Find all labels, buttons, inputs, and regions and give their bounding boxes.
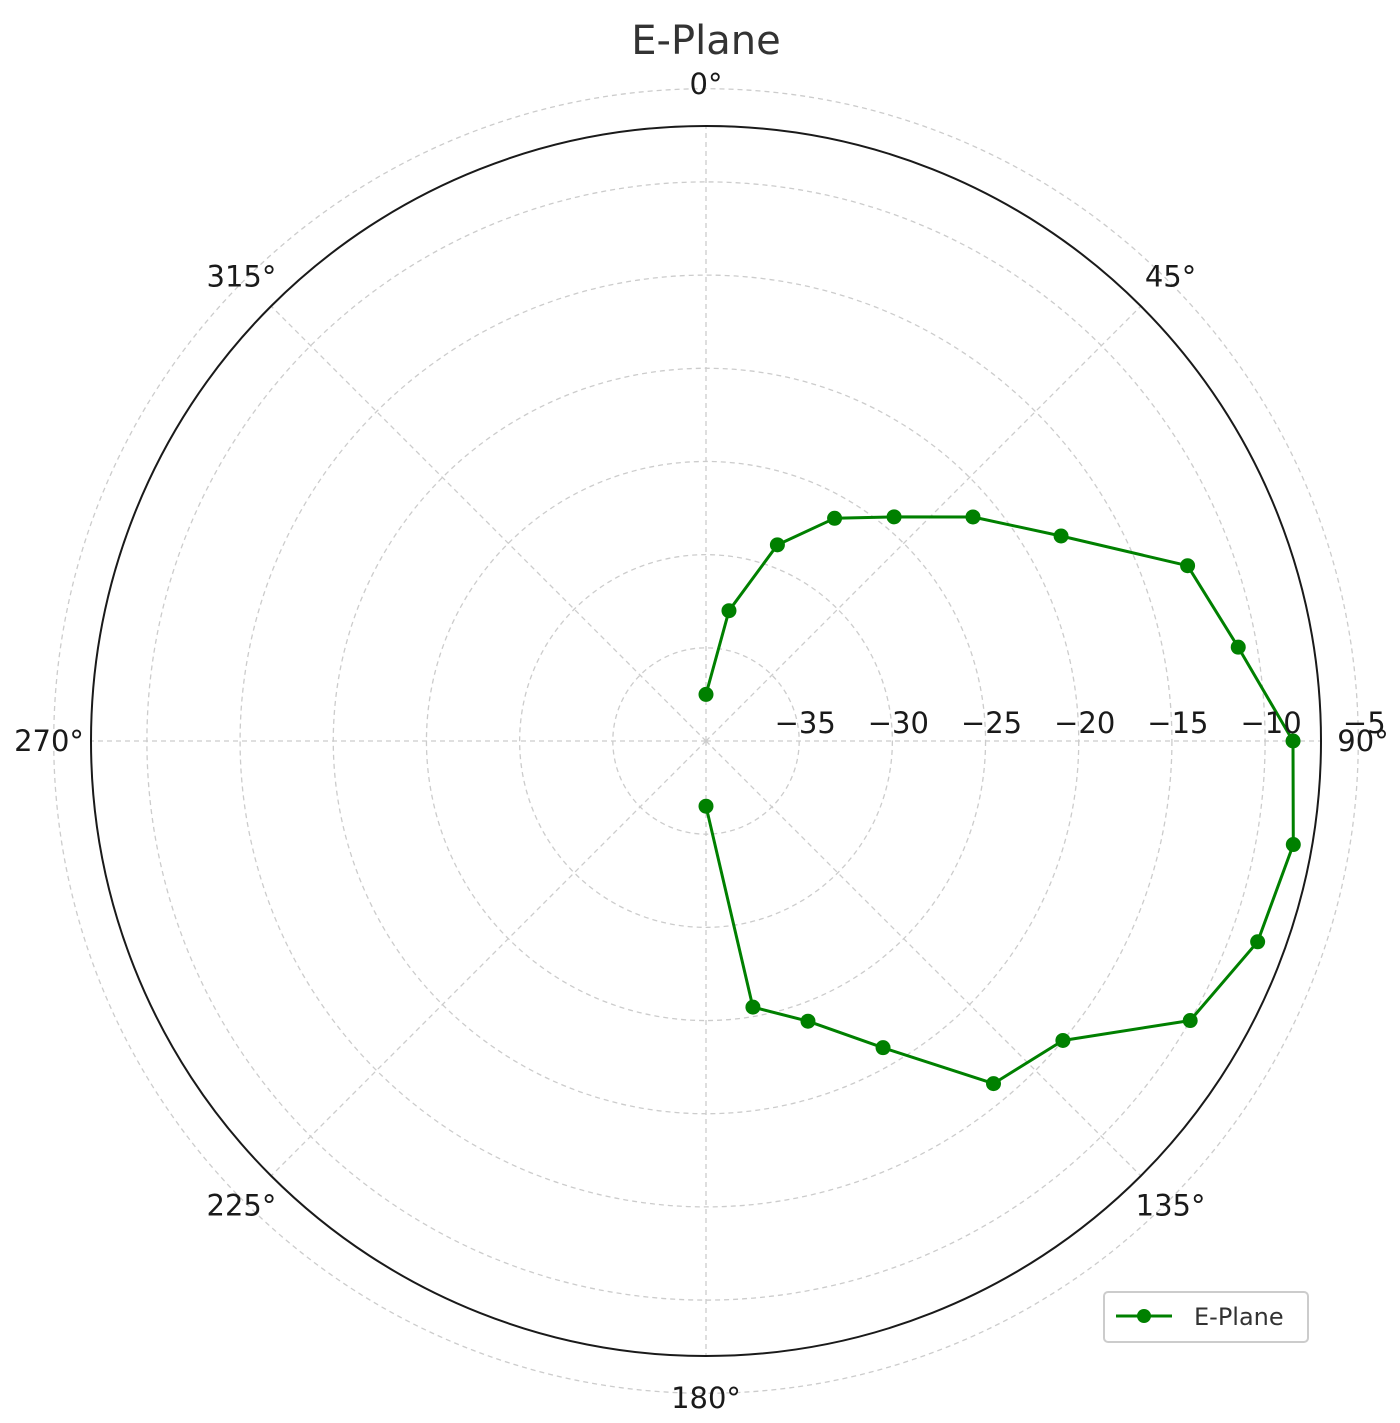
data-point	[986, 1076, 1002, 1092]
grid-layer	[53, 88, 1359, 1394]
data-point	[721, 603, 737, 619]
data-point	[769, 537, 785, 553]
legend-frame	[1103, 1291, 1309, 1343]
radial-grid-circle	[239, 274, 1173, 1208]
angle-tick-label: 225°	[207, 1189, 277, 1223]
radial-tick-label: −20	[1054, 706, 1115, 740]
data-point	[875, 1040, 891, 1056]
legend-label: E-Plane	[1194, 1303, 1284, 1331]
data-point	[1285, 837, 1301, 853]
data-point	[1182, 1013, 1198, 1029]
radial-tick-label: −25	[961, 706, 1022, 740]
legend: E-Plane	[1103, 1291, 1309, 1343]
angle-tick-label: 180°	[671, 1381, 741, 1415]
angle-tick-label: 315°	[207, 259, 277, 293]
radial-grid-circle	[518, 553, 894, 929]
data-point	[965, 509, 981, 525]
legend-marker	[1137, 1309, 1151, 1323]
polar-frame	[90, 125, 1322, 1357]
chart-title: E-Plane	[631, 18, 780, 64]
data-point	[886, 509, 902, 525]
data-point	[698, 798, 714, 814]
data-point	[800, 1013, 816, 1029]
data-point	[1230, 639, 1246, 655]
angle-tick-label: 135°	[1136, 1189, 1206, 1223]
data-point	[698, 686, 714, 702]
radial-tick-label: −15	[1147, 706, 1208, 740]
radial-grid-circle	[53, 88, 1359, 1394]
angle-tick-label: 90°	[1337, 724, 1388, 758]
angle-tick-label: 45°	[1145, 259, 1196, 293]
radial-tick-label: −35	[775, 706, 836, 740]
angular-grid-line	[705, 305, 1142, 742]
angular-grid-line	[270, 305, 707, 742]
angle-tick-label: 0°	[690, 67, 723, 101]
angle-tick-label: 270°	[14, 724, 84, 758]
series-layer	[698, 509, 1301, 1092]
series-line	[704, 515, 1295, 1086]
data-point	[1285, 733, 1301, 749]
data-point	[1250, 934, 1266, 950]
radial-tick-label: −10	[1240, 706, 1301, 740]
data-point	[1055, 1032, 1071, 1048]
data-point	[1180, 558, 1196, 574]
angular-grid-line	[270, 740, 707, 1177]
radial-tick-label: −5	[1343, 706, 1386, 740]
tick-label-layer: 0° 45° 90° 135° 180° 225° 270° 315° −35 −30 −25 −20…	[14, 67, 1389, 1415]
radial-tick-label: −30	[868, 706, 929, 740]
data-point	[745, 999, 761, 1015]
angular-grid-line	[705, 740, 1142, 1177]
data-point	[1053, 528, 1069, 544]
data-point	[827, 510, 843, 526]
